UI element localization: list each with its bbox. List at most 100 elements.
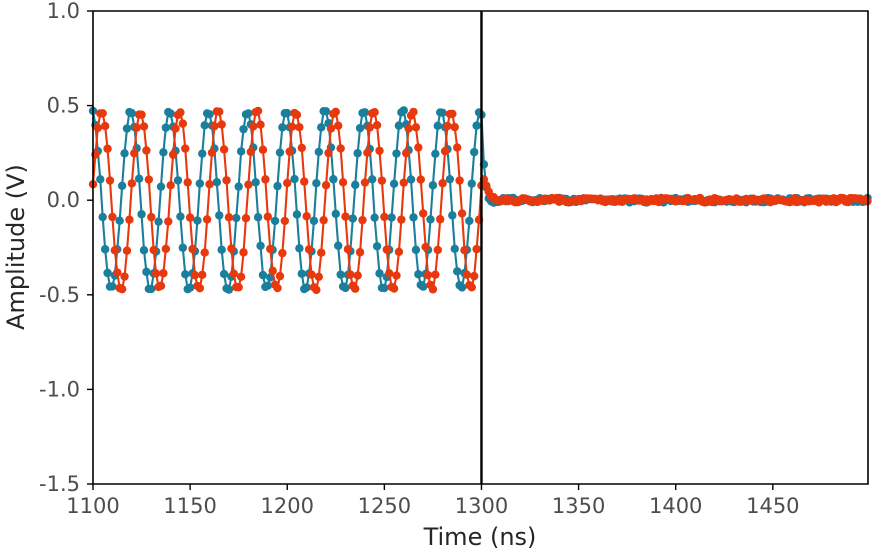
- data-point-marker: [387, 213, 396, 222]
- data-point-marker: [445, 174, 455, 184]
- data-point-marker: [462, 270, 472, 279]
- x-tick-label: 1400: [649, 494, 702, 518]
- data-point-marker: [100, 121, 110, 131]
- data-point-marker: [402, 148, 411, 158]
- data-point-marker: [363, 148, 372, 157]
- data-point-marker: [261, 175, 270, 184]
- data-point-marker: [176, 108, 185, 117]
- data-point-marker: [416, 175, 425, 184]
- data-point-marker: [336, 144, 345, 153]
- data-point-marker: [334, 241, 343, 250]
- data-point-marker: [324, 148, 333, 158]
- data-point-marker: [321, 181, 331, 190]
- data-point-marker: [115, 216, 124, 225]
- data-point-marker: [317, 248, 326, 257]
- data-point-marker: [355, 248, 365, 257]
- data-point-marker: [409, 213, 418, 222]
- data-point-marker: [397, 215, 406, 224]
- y-tick-label: -0.5: [39, 283, 80, 307]
- data-point-marker: [457, 283, 467, 292]
- x-tick-label: 1150: [163, 494, 216, 518]
- data-point-marker: [149, 245, 158, 255]
- data-point-marker: [110, 246, 120, 255]
- data-point-marker: [290, 174, 299, 184]
- data-point-marker: [105, 176, 115, 185]
- data-point-marker: [100, 245, 110, 254]
- data-point-marker: [380, 212, 389, 222]
- data-point-marker: [244, 180, 253, 189]
- data-point-marker: [469, 271, 479, 281]
- tick-layer: 1100 1150 1200 1250 1300 1350 1400 1450 -1.5 -1.0…: [39, 0, 800, 518]
- data-point-marker: [428, 181, 438, 190]
- data-point-marker: [130, 149, 139, 158]
- data-point-marker: [144, 175, 154, 184]
- data-point-marker: [239, 124, 248, 134]
- y-tick-label: -1.0: [39, 377, 80, 401]
- data-point-marker: [448, 211, 457, 220]
- data-point-marker: [198, 270, 207, 279]
- data-point-marker: [108, 212, 117, 222]
- data-point-marker: [117, 284, 127, 294]
- data-point-marker: [178, 119, 188, 128]
- data-point-marker: [215, 211, 224, 220]
- data-point-marker: [443, 121, 452, 131]
- data-point-marker: [341, 283, 350, 293]
- data-point-marker: [183, 178, 192, 187]
- data-point-marker: [411, 123, 421, 132]
- data-point-marker: [258, 270, 268, 280]
- data-point-marker: [273, 181, 282, 191]
- y-tick-label: 0.5: [47, 94, 80, 118]
- data-point-marker: [399, 106, 408, 115]
- data-point-marker: [275, 148, 285, 157]
- data-point-marker: [338, 178, 348, 187]
- data-point-marker: [210, 122, 219, 131]
- data-point-marker: [173, 176, 183, 185]
- data-point-marker: [372, 120, 382, 130]
- data-point-marker: [166, 109, 175, 118]
- data-point-marker: [147, 284, 156, 294]
- data-point-marker: [215, 107, 224, 116]
- data-point-marker: [406, 175, 416, 184]
- data-point-marker: [370, 213, 379, 222]
- data-point-marker: [159, 269, 168, 278]
- y-axis-title: Amplitude (V): [2, 164, 30, 330]
- data-point-marker: [266, 273, 275, 282]
- data-point-marker: [108, 282, 117, 291]
- data-point-marker: [414, 143, 423, 152]
- data-point-marker: [185, 283, 195, 292]
- data-point-marker: [156, 281, 166, 291]
- data-point-marker: [450, 244, 459, 254]
- data-point-marker: [428, 285, 438, 294]
- data-point-marker: [176, 212, 185, 221]
- data-point-marker: [120, 149, 129, 158]
- axes-layer: [92, 10, 869, 485]
- data-point-marker: [161, 244, 171, 254]
- data-point-marker: [268, 266, 277, 276]
- data-point-marker: [168, 150, 178, 159]
- data-point-marker: [399, 178, 408, 187]
- data-point-marker: [433, 245, 442, 255]
- data-point-marker: [134, 174, 144, 183]
- data-point-marker: [292, 110, 302, 120]
- data-point-marker: [309, 216, 319, 226]
- data-point-marker: [181, 144, 190, 153]
- data-point-marker: [195, 283, 205, 293]
- data-point-marker: [278, 123, 287, 132]
- data-point-marker: [263, 212, 273, 221]
- data-point-marker: [161, 123, 171, 132]
- data-point-marker: [285, 147, 294, 156]
- data-point-marker: [125, 215, 134, 224]
- data-point-marker: [372, 242, 382, 251]
- data-point-marker: [122, 246, 132, 255]
- data-point-marker: [331, 107, 340, 117]
- data-point-marker: [154, 217, 163, 226]
- data-point-marker: [142, 146, 151, 155]
- data-point-marker: [377, 176, 387, 185]
- data-point-marker: [185, 213, 195, 222]
- data-point-marker: [139, 246, 149, 255]
- data-point-marker: [283, 109, 292, 118]
- data-point-marker: [353, 271, 362, 280]
- data-point-marker: [295, 244, 304, 253]
- data-point-marker: [217, 245, 226, 254]
